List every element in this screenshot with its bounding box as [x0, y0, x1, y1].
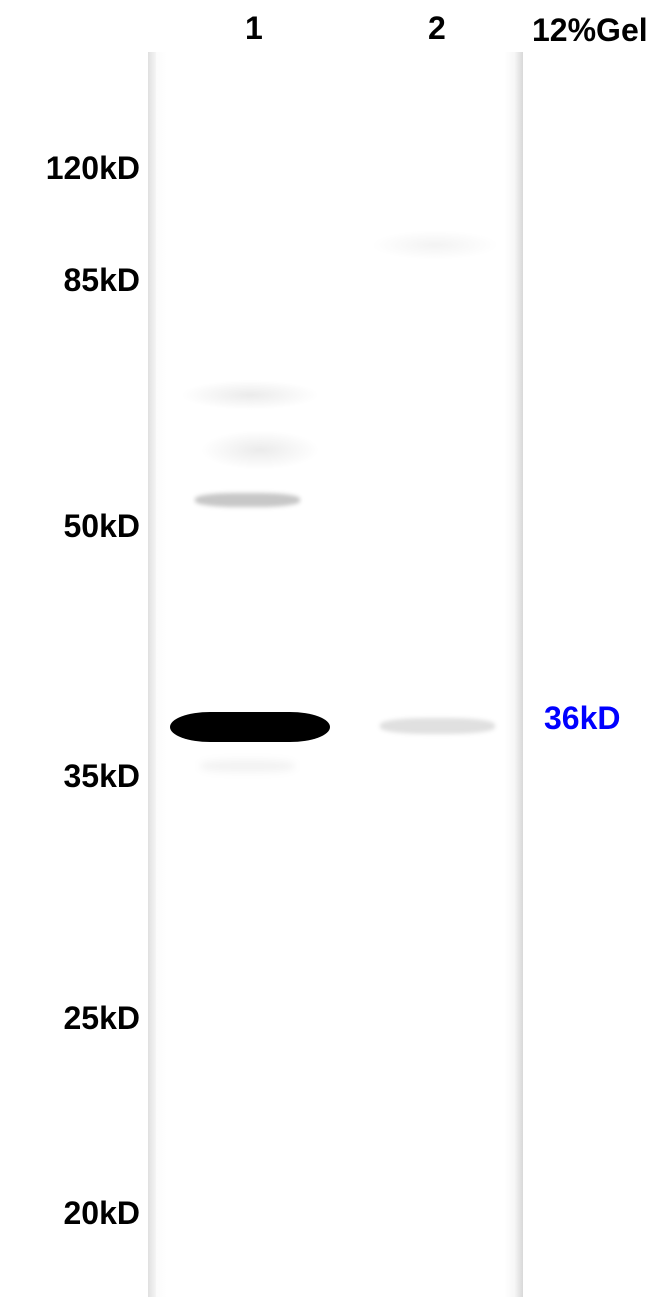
band-lane2-36kd — [380, 718, 495, 734]
gel-edge-left — [148, 52, 156, 1297]
gel-edge-right — [515, 52, 523, 1297]
target-36kd-label: 36kD — [544, 700, 621, 737]
band-lane1-below — [200, 760, 295, 772]
ladder-25kd: 25kD — [64, 1000, 141, 1037]
gel-smudge — [200, 430, 320, 470]
ladder-20kd: 20kD — [64, 1195, 141, 1232]
gel-smudge — [180, 380, 320, 410]
ladder-85kd: 85kD — [64, 262, 141, 299]
band-lane1-36kd — [170, 712, 330, 742]
ladder-120kd: 120kD — [46, 150, 140, 187]
gel-smudge — [370, 230, 500, 260]
gel-percentage-label: 12%Gel — [532, 12, 648, 49]
ladder-35kd: 35kD — [64, 758, 141, 795]
ladder-50kd: 50kD — [64, 508, 141, 545]
lane-1-label: 1 — [245, 10, 263, 47]
band-lane1-50kd — [195, 493, 300, 507]
lane-2-label: 2 — [428, 10, 446, 47]
western-blot-container: 1 2 12%Gel 120kD 85kD 50kD 35kD 25kD 20k… — [0, 0, 650, 1306]
